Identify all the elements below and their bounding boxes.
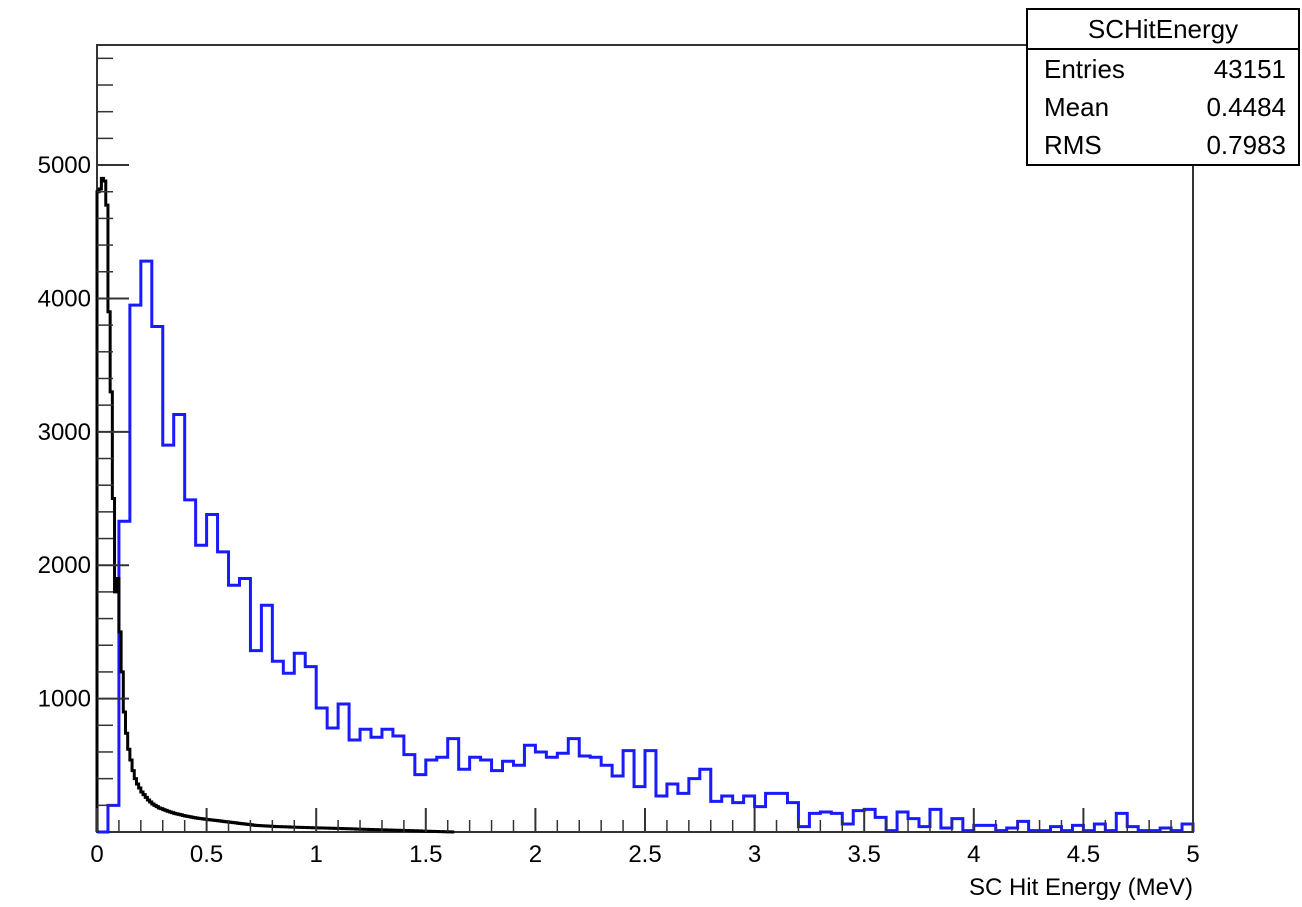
y-tick-label: 4000 [38, 285, 91, 312]
y-tick-label: 5000 [38, 152, 91, 179]
stats-row-mean: Mean 0.4484 [1028, 88, 1298, 126]
stats-label: RMS [1044, 130, 1102, 160]
x-tick-label: 0 [90, 841, 103, 868]
x-tick-label: 2 [529, 841, 542, 868]
stats-row-entries: Entries 43151 [1028, 50, 1298, 88]
stats-box: SCHitEnergy Entries 43151 Mean 0.4484 RM… [1026, 8, 1300, 166]
stats-value: 0.7983 [1206, 130, 1286, 160]
stats-row-rms: RMS 0.7983 [1028, 126, 1298, 164]
x-tick-label: 0.5 [190, 841, 223, 868]
stats-title: SCHitEnergy [1028, 10, 1298, 50]
stats-label: Mean [1044, 92, 1110, 122]
x-axis-label: SC Hit Energy (MeV) [969, 874, 1193, 901]
y-tick-label: 1000 [38, 686, 91, 713]
x-tick-label: 1 [310, 841, 323, 868]
y-tick-label: 3000 [38, 419, 91, 446]
stats-value: 43151 [1213, 54, 1286, 84]
x-tick-label: 2.5 [628, 841, 661, 868]
stats-value: 0.4484 [1206, 92, 1286, 122]
x-tick-label: 5 [1186, 841, 1199, 868]
y-tick-label: 2000 [38, 552, 91, 579]
x-tick-label: 4.5 [1067, 841, 1100, 868]
x-tick-label: 1.5 [409, 841, 442, 868]
x-tick-label: 3 [748, 841, 761, 868]
histogram-series-2 [95, 176, 455, 834]
stats-label: Entries [1044, 54, 1125, 84]
histogram-series-1 [97, 259, 1195, 834]
x-tick-label: 3.5 [848, 841, 881, 868]
x-tick-label: 4 [967, 841, 980, 868]
